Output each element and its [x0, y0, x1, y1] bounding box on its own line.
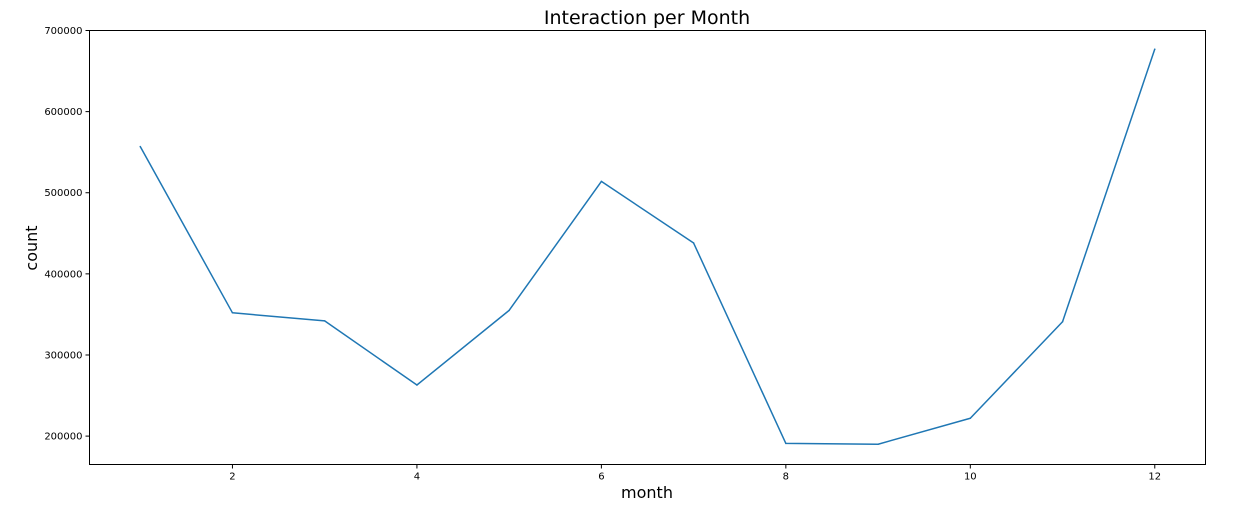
series-layer	[139, 48, 1156, 445]
x-axis-label: month	[621, 483, 673, 502]
x-tick-label: 8	[783, 472, 789, 483]
y-axis-label: count	[22, 225, 41, 270]
x-tick-label: 4	[414, 472, 420, 483]
x-axis-ticks: 2 4 6 8 10 12	[229, 464, 1161, 483]
data-point	[231, 312, 234, 314]
x-tick-label: 12	[1148, 472, 1161, 483]
x-tick-label: 10	[964, 472, 977, 483]
y-tick-label: 300000	[44, 350, 82, 361]
data-point	[692, 242, 695, 244]
data-point	[1154, 48, 1156, 50]
data-point	[785, 442, 787, 445]
data-point	[600, 180, 603, 183]
series-line	[139, 48, 1156, 445]
plot-area	[89, 30, 1206, 465]
data-point	[969, 417, 972, 420]
data-point	[877, 443, 879, 445]
y-tick-label: 200000	[44, 432, 82, 443]
chart-title: Interaction per Month	[544, 7, 750, 29]
y-tick-label: 600000	[44, 107, 82, 118]
data-point	[416, 384, 418, 386]
data-point	[139, 145, 141, 148]
y-axis-ticks: 200000 300000 400000 500000 600000 700000	[44, 26, 90, 443]
x-tick-label: 6	[598, 472, 604, 483]
y-tick-label: 400000	[44, 269, 82, 280]
x-tick-label: 2	[229, 472, 235, 483]
data-point	[1061, 320, 1064, 323]
data-point	[508, 309, 510, 312]
y-tick-label: 500000	[44, 188, 82, 199]
data-point	[323, 320, 326, 322]
y-tick-label: 700000	[44, 26, 82, 37]
